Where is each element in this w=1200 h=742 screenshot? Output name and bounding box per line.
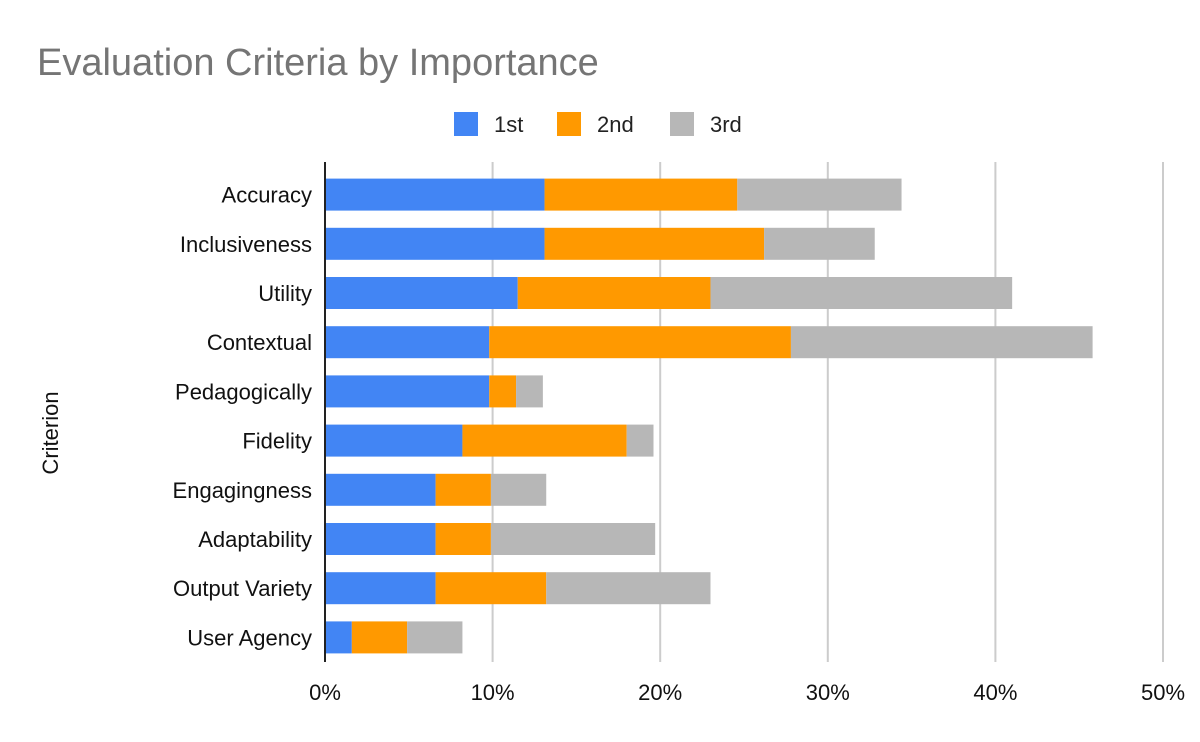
bar-segment bbox=[325, 473, 436, 506]
legend: 1st 2nd 3rd bbox=[454, 112, 742, 137]
y-axis-title: Criterion bbox=[38, 391, 63, 474]
bar-segment bbox=[325, 572, 436, 605]
bar-segment bbox=[489, 375, 517, 408]
y-tick-label: Accuracy bbox=[222, 183, 312, 208]
bar-segment bbox=[325, 523, 436, 555]
y-tick-labels: Accuracy Inclusiveness Utility Contextual Pe… bbox=[173, 183, 312, 651]
bar-segment bbox=[489, 326, 791, 359]
bar-segment bbox=[626, 424, 654, 457]
bar-segment bbox=[710, 277, 1013, 309]
x-tick-label: 40% bbox=[973, 680, 1017, 705]
y-tick-label: Contextual bbox=[207, 330, 312, 355]
legend-swatch bbox=[454, 112, 478, 136]
bar-segment bbox=[516, 375, 543, 408]
bar-segment bbox=[517, 277, 711, 309]
bar-segment bbox=[325, 326, 490, 359]
bar-segment bbox=[490, 523, 656, 555]
bar-segment bbox=[325, 277, 518, 309]
bar-segment bbox=[325, 178, 545, 211]
legend-label: 2nd bbox=[597, 112, 634, 137]
bar-segment bbox=[407, 621, 463, 654]
bar-segment bbox=[462, 424, 627, 457]
bar-segment bbox=[544, 227, 765, 260]
bar-segment bbox=[325, 227, 545, 260]
bar-segment bbox=[435, 523, 491, 555]
bar-segment bbox=[764, 227, 875, 260]
bar-segment bbox=[435, 473, 491, 506]
y-tick-label: Utility bbox=[258, 281, 312, 306]
legend-label: 1st bbox=[494, 112, 523, 137]
legend-swatch bbox=[670, 112, 694, 136]
bar-segment bbox=[325, 621, 352, 654]
chart-title: Evaluation Criteria by Importance bbox=[37, 42, 599, 84]
x-tick-label: 50% bbox=[1141, 680, 1185, 705]
bar-segment bbox=[435, 572, 547, 605]
y-tick-label: Output Variety bbox=[173, 576, 312, 601]
y-tick-label: Fidelity bbox=[242, 429, 312, 454]
bar-segment bbox=[737, 178, 902, 211]
bar-segment bbox=[790, 326, 1093, 359]
bar-segment bbox=[544, 178, 738, 211]
bar-segment bbox=[351, 621, 408, 654]
bar-segment bbox=[325, 424, 463, 457]
legend-label: 3rd bbox=[710, 112, 742, 137]
x-tick-label: 10% bbox=[471, 680, 515, 705]
y-tick-label: Pedagogically bbox=[175, 379, 312, 404]
x-tick-label: 20% bbox=[638, 680, 682, 705]
y-tick-label: Inclusiveness bbox=[180, 232, 312, 257]
y-tick-label: Adaptability bbox=[198, 527, 312, 552]
x-tick-labels: 0% 10% 20% 30% 40% 50% bbox=[309, 680, 1185, 705]
legend-swatch bbox=[557, 112, 581, 136]
x-tick-label: 30% bbox=[806, 680, 850, 705]
x-tick-label: 0% bbox=[309, 680, 341, 705]
bar-segment bbox=[490, 473, 547, 506]
bar-segment bbox=[546, 572, 711, 605]
y-tick-label: Engagingness bbox=[173, 478, 312, 503]
y-tick-label: User Agency bbox=[187, 625, 312, 650]
bars bbox=[325, 178, 1093, 654]
bar-segment bbox=[325, 375, 490, 408]
